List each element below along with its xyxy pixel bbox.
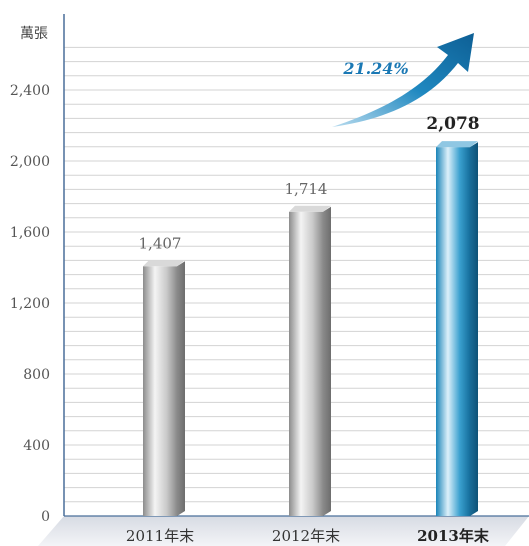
y-axis-unit-label: 萬張 bbox=[20, 26, 48, 42]
x-category-label: 2013年末 bbox=[417, 527, 490, 545]
bar-1 bbox=[143, 260, 185, 516]
bar-side-face bbox=[470, 142, 478, 516]
y-tick-label: 2,400 bbox=[10, 83, 50, 99]
bar-side-face bbox=[323, 206, 331, 516]
bars bbox=[143, 141, 478, 516]
y-tick-label: 2,000 bbox=[10, 154, 50, 170]
bar-value-labels: 1,407 1,714 2,078 bbox=[139, 114, 480, 252]
growth-rate-label: 21.24% bbox=[342, 59, 408, 78]
x-category-label: 2011年末 bbox=[126, 527, 194, 545]
chart-floor bbox=[38, 516, 529, 546]
bar-front-face bbox=[143, 266, 177, 516]
bar-value-label: 1,407 bbox=[139, 234, 182, 252]
bar-2 bbox=[289, 205, 331, 516]
y-tick-label: 1,200 bbox=[10, 296, 50, 312]
y-tick-label: 400 bbox=[23, 438, 50, 454]
growth-arrow-icon bbox=[332, 33, 474, 127]
bar-side-face bbox=[177, 261, 185, 516]
y-tick-label: 1,600 bbox=[10, 225, 50, 241]
growth-arrow-group: 21.24% bbox=[332, 33, 474, 127]
x-axis-category-labels: 2011年末 2012年末 2013年末 bbox=[126, 527, 490, 545]
y-tick-label: 800 bbox=[23, 367, 50, 383]
y-axis-ticks: 0 400 800 1,200 1,600 2,000 2,400 bbox=[10, 83, 50, 525]
x-category-label: 2012年末 bbox=[272, 527, 340, 545]
bar-top-face bbox=[143, 260, 185, 267]
bar-3 bbox=[436, 141, 478, 516]
bar-value-label: 2,078 bbox=[426, 114, 479, 134]
bar-top-face bbox=[436, 141, 478, 148]
bar-front-face bbox=[289, 211, 323, 516]
y-tick-label: 0 bbox=[41, 509, 50, 525]
bar-value-label: 1,714 bbox=[285, 180, 328, 198]
bar-front-face bbox=[436, 147, 470, 516]
bar-top-face bbox=[289, 205, 331, 212]
